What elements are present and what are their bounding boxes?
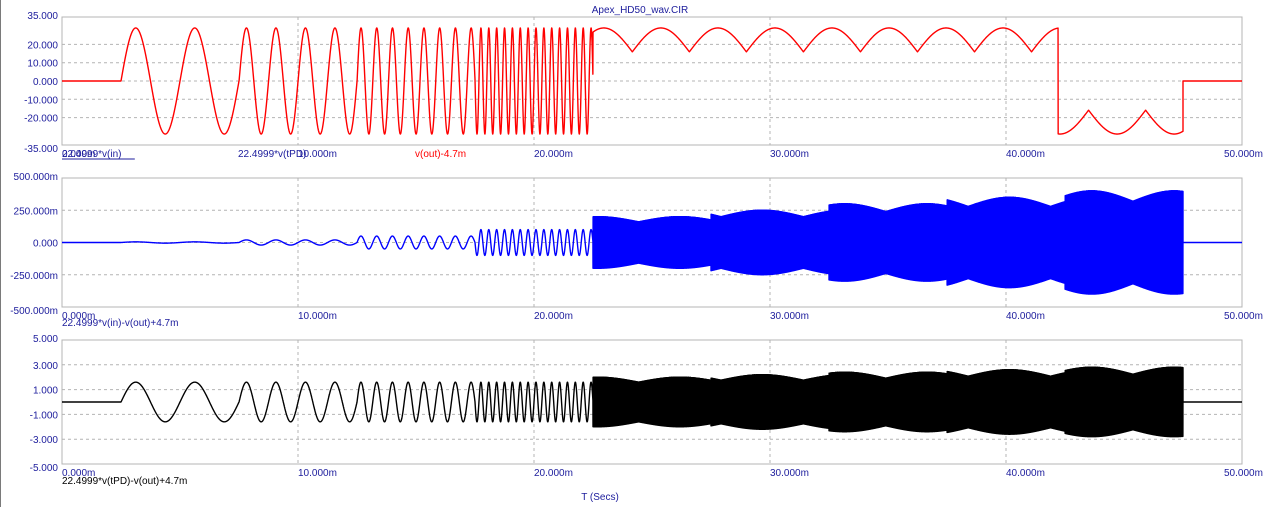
y-tick-label: 1.000	[33, 386, 58, 397]
y-tick-label: -20.000	[24, 114, 58, 125]
curve-label[interactable]: 22.4999*v(tPD)	[238, 149, 306, 160]
window-title: Apex_HD50_wav.CIR	[592, 5, 689, 16]
y-tick-label: -5.000	[30, 463, 59, 474]
plot-panel-2[interactable]: 0.000m 10.000m 20.000m 30.000m 40.000m 50.000…	[10, 172, 1263, 329]
waveform-trace	[62, 366, 1242, 438]
curve-label[interactable]: 22.4999*v(tPD)-v(out)+4.7m	[62, 476, 187, 487]
y-tick-label: 5.000	[33, 334, 58, 345]
plot-panels: 0.000m 10.000m 20.000m 30.000m 40.000m 50.000…	[10, 11, 1263, 487]
x-tick-label: 30.000m	[770, 468, 809, 479]
curve-label[interactable]: v(out)-4.7m	[415, 149, 466, 160]
x-tick-label: 40.000m	[1006, 468, 1045, 479]
y-tick-label: -1.000	[30, 410, 59, 421]
x-tick-label: 0.000m	[62, 468, 95, 479]
y-tick-label: 0.000	[33, 239, 58, 250]
x-tick-label: 0.000m	[62, 149, 95, 160]
y-tick-label: -3.000	[30, 435, 59, 446]
x-tick-label: 20.000m	[534, 468, 573, 479]
x-tick-label: 50.000m	[1224, 311, 1263, 322]
x-tick-label: 40.000m	[1006, 311, 1045, 322]
x-tick-label: 10.000m	[298, 149, 337, 160]
waveform-trace	[62, 27, 1242, 135]
y-tick-label: 35.000	[27, 11, 58, 22]
waveform-trace	[62, 190, 1242, 295]
x-tick-label: 40.000m	[1006, 149, 1045, 160]
x-axis-title: T (Secs)	[581, 492, 619, 503]
x-tick-label: 30.000m	[770, 149, 809, 160]
x-tick-label: 20.000m	[534, 311, 573, 322]
x-tick-label: 10.000m	[298, 311, 337, 322]
y-tick-label: 3.000	[33, 361, 58, 372]
x-tick-label: 10.000m	[298, 468, 337, 479]
y-tick-label: 0.000	[33, 77, 58, 88]
y-tick-label: 20.000	[27, 40, 58, 51]
x-tick-label: 0.000m	[62, 311, 95, 322]
y-tick-label: 250.000m	[14, 206, 58, 217]
y-tick-label: 10.000	[27, 59, 58, 70]
y-tick-label: -10.000	[24, 95, 58, 106]
curve-label[interactable]: 22.4999*v(in)-v(out)+4.7m	[62, 318, 178, 329]
y-tick-label: -500.000m	[10, 306, 58, 317]
x-tick-label: 30.000m	[770, 311, 809, 322]
y-tick-label: -250.000m	[10, 271, 58, 282]
x-tick-label: 50.000m	[1224, 468, 1263, 479]
x-tick-label: 20.000m	[534, 149, 573, 160]
window-left-border	[0, 0, 1, 507]
y-tick-label: -35.000	[24, 144, 58, 155]
x-tick-label: 50.000m	[1224, 149, 1263, 160]
plot-panel-1[interactable]: 0.000m 10.000m 20.000m 30.000m 40.000m 50.000…	[24, 11, 1263, 160]
y-tick-label: 500.000m	[14, 172, 58, 183]
curve-label[interactable]: 22.4999*v(in)	[62, 149, 121, 160]
plot-panel-3[interactable]: 0.000m 10.000m 20.000m 30.000m 40.000m 50.000…	[30, 334, 1263, 487]
